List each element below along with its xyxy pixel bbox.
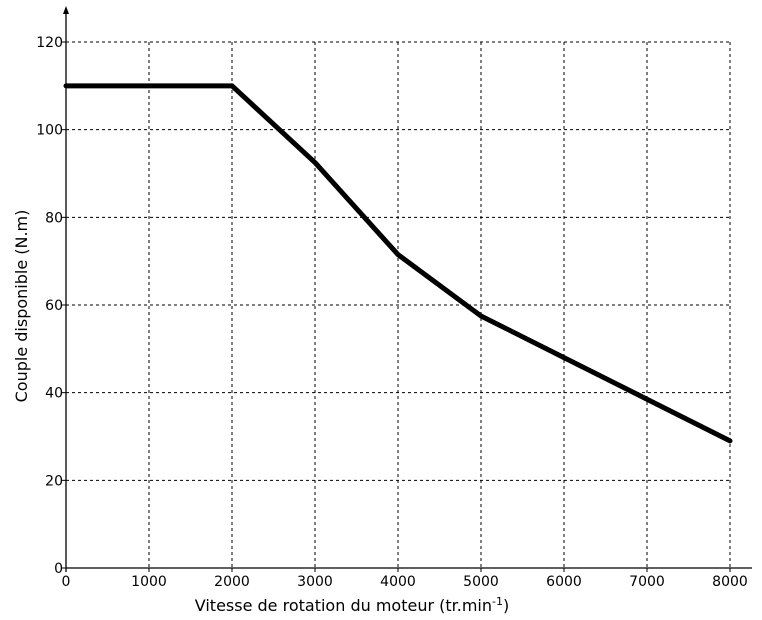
y-tick-label: 20 xyxy=(45,473,63,489)
x-tick-label: 0 xyxy=(62,574,71,590)
y-axis-label: Couple disponible (N.m) xyxy=(12,210,31,403)
x-tick-label: 6000 xyxy=(546,574,582,590)
y-tick-label: 100 xyxy=(36,123,63,139)
y-tick-label: 0 xyxy=(54,561,63,577)
y-tick-label: 120 xyxy=(36,35,63,51)
series-layer xyxy=(63,83,733,444)
x-tick-label: 5000 xyxy=(463,574,499,590)
x-tick-label: 8000 xyxy=(712,574,748,590)
y-tick-label: 60 xyxy=(45,298,63,314)
x-tick-label: 3000 xyxy=(297,574,333,590)
torque-curve xyxy=(63,83,733,444)
x-tick-labels: 0 1000 2000 3000 4000 5000 6000 7000 8000 xyxy=(62,568,748,590)
x-axis-label-superscript: -1 xyxy=(492,595,503,608)
axes xyxy=(63,6,752,572)
x-tick-label: 4000 xyxy=(380,574,416,590)
x-axis-label: Vitesse de rotation du moteur (tr.min-1) xyxy=(195,595,509,615)
x-tick-label: 1000 xyxy=(131,574,167,590)
y-tick-label: 80 xyxy=(45,210,63,226)
y-axis-arrow xyxy=(63,6,69,14)
grid xyxy=(66,41,731,568)
x-tick-label: 7000 xyxy=(629,574,665,590)
y-tick-labels: 0 20 40 60 80 100 120 xyxy=(36,35,66,577)
y-tick-label: 40 xyxy=(45,386,63,402)
x-tick-label: 2000 xyxy=(214,574,250,590)
x-axis-label-end: ) xyxy=(503,596,509,615)
